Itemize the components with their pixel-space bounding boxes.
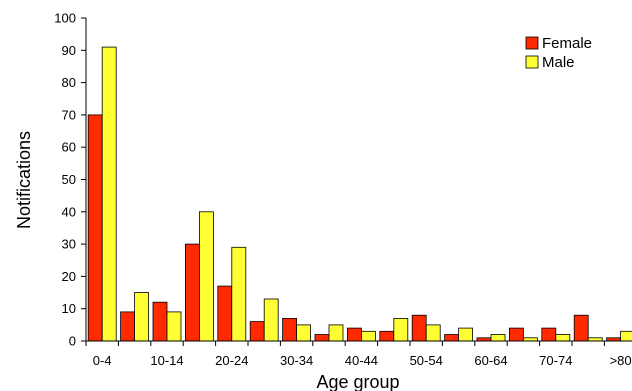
bar-female-15 [573,314,589,342]
bar-male-12 [490,334,506,342]
y-tick-label: 0 [69,334,76,349]
x-tick-label: 70-74 [539,353,572,368]
bar-female-8 [346,327,362,342]
y-ticks-group: 0 10 20 30 40 50 60 70 80 90 100 [54,11,86,349]
y-tick-label: 90 [62,43,76,58]
bar-male-11 [458,327,474,342]
bar-male-2 [166,311,182,342]
bar-male-14 [555,334,571,342]
bar-male-3 [198,211,214,342]
bar-male-1 [134,292,150,342]
y-tick-label: 60 [62,140,76,155]
y-tick-label: 100 [54,11,76,26]
bar-female-6 [282,317,298,342]
bar-male-0 [101,46,117,342]
x-tick-label: 20-24 [215,353,248,368]
x-tick-label: >80 [610,353,632,368]
y-tick-label: 20 [62,269,76,284]
bar-female-10 [411,314,427,342]
bar-female-5 [249,321,265,342]
bar-female-14 [541,327,557,342]
x-axis-title: Age group [316,372,399,391]
x-tick-label: 30-34 [280,353,313,368]
y-tick-label: 30 [62,237,76,252]
bar-female-2 [152,301,168,342]
bar-male-4 [231,246,247,342]
bar-female-3 [184,243,200,342]
bar-male-7 [328,324,344,342]
y-axis-title: Notifications [14,131,34,229]
bar-male-10 [425,324,441,342]
legend-label-male: Male [542,54,575,71]
bar-female-13 [508,327,524,342]
bar-male-9 [393,317,409,342]
bar-female-9 [379,330,395,342]
bar-male-6 [296,324,312,342]
y-tick-label: 40 [62,204,76,219]
x-tick-label: 0-4 [93,353,112,368]
y-tick-label: 50 [62,172,76,187]
bar-male-16 [620,330,632,342]
legend-swatch-male [525,55,539,69]
y-tick-label: 70 [62,107,76,122]
bar-female-11 [444,334,460,342]
bar-female-7 [314,334,330,342]
x-tick-label: 50-54 [410,353,443,368]
x-ticks-group: 0-4 10-14 20-24 30-34 40-44 50-54 60-64 70-74 >8… [85,341,632,368]
bar-female-1 [120,311,135,342]
legend-label-female: Female [542,35,592,52]
y-tick-label: 80 [62,75,76,90]
bars-group [87,46,632,342]
bar-female-0 [87,114,103,342]
x-tick-label: 40-44 [345,353,378,368]
bar-male-8 [360,330,376,342]
x-tick-label: 10-14 [150,353,183,368]
bar-male-5 [263,298,279,342]
bar-female-4 [217,285,233,342]
x-tick-label: 60-64 [474,353,507,368]
legend-swatch-female [525,36,539,50]
y-tick-label: 10 [62,301,76,316]
legend: Female Male [525,35,592,71]
